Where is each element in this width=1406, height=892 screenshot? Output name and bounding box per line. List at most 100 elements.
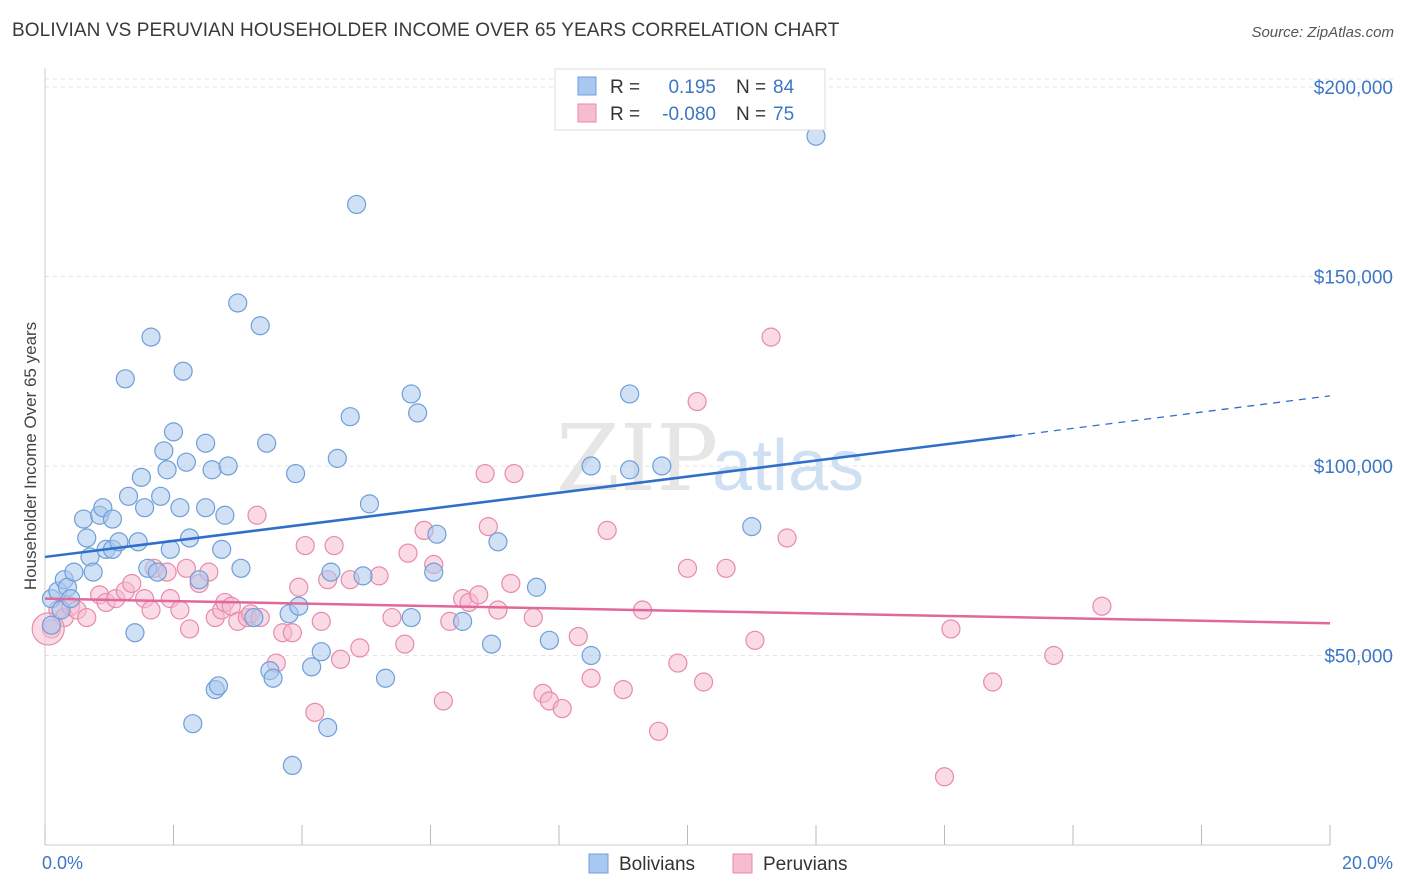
bolivians-point: [401, 607, 421, 628]
peruvians-point: [282, 623, 302, 643]
peruvians-point: [648, 721, 669, 741]
peruvians-point: [613, 679, 633, 700]
bolivians-point: [215, 505, 235, 525]
bolivians-point: [128, 532, 148, 552]
series-bolivians: [41, 126, 826, 776]
bolivians-point: [64, 562, 84, 582]
y-tick-label: $150,000: [1314, 267, 1393, 288]
bolivians-point: [359, 494, 380, 514]
bolivians-point: [375, 668, 396, 688]
legend-swatch-bolivians: [577, 76, 597, 96]
peruvians-point: [716, 558, 736, 578]
bolivians-point: [318, 717, 338, 738]
peruvians-point: [350, 638, 370, 658]
bolivians-point: [581, 456, 601, 476]
y-axis-label: Householder Income Over 65 years: [21, 322, 40, 590]
peruvians-point: [941, 619, 961, 639]
bolivians-point: [183, 714, 203, 734]
bolivians-point: [125, 623, 145, 643]
peruvians-point: [478, 517, 498, 537]
bolivians-point: [481, 634, 502, 654]
peruvians-point: [693, 672, 714, 692]
bolivians-point: [302, 657, 322, 677]
peruvians-point: [122, 573, 142, 594]
peruvians-point: [77, 607, 97, 628]
bolivians-point: [170, 498, 190, 518]
y-axis-tick-labels: $50,000 $100,000 $150,000 $200,000: [1314, 78, 1393, 668]
bolivians-point: [282, 755, 302, 776]
legend-n-value-peruvians: 75: [773, 104, 794, 125]
peruvians-point: [501, 573, 521, 594]
bottom-legend-swatch-peruvians: [732, 853, 753, 874]
bolivians-point: [347, 194, 367, 215]
chart-source: Source: ZipAtlas.com: [1251, 24, 1394, 41]
peruvians-point: [305, 702, 325, 722]
legend-frame: [554, 68, 826, 131]
bolivians-point: [189, 570, 209, 590]
peruvians-point: [934, 767, 955, 787]
bolivians-point: [289, 596, 309, 616]
legend-n-value-bolivians: 84: [773, 77, 795, 98]
bolivians-point: [427, 524, 447, 544]
bolivians-point: [263, 668, 283, 688]
peruvians-point: [761, 327, 781, 347]
bolivians-point: [147, 562, 168, 582]
bolivians-point: [652, 456, 672, 476]
peruvians-point: [170, 600, 190, 620]
bolivians-point: [173, 361, 193, 381]
bolivians-point: [353, 566, 373, 586]
bolivians-point: [742, 517, 762, 537]
x-axis-ticks: [44, 825, 1331, 845]
peruvians-point: [369, 566, 389, 586]
bolivians-point: [250, 316, 270, 336]
bolivians-point: [424, 562, 444, 582]
peruvians-point: [1044, 645, 1064, 666]
bolivians-point: [157, 460, 177, 480]
bolivians-point: [620, 460, 640, 480]
bolivians-point: [453, 611, 473, 631]
y-tick-label: $100,000: [1314, 457, 1393, 478]
peruvians-trend-line: [44, 597, 1331, 625]
peruvians-point: [687, 391, 707, 412]
legend-r-label-peruvians: R =: [610, 104, 640, 125]
bolivians-point: [102, 509, 123, 529]
bolivians-point: [244, 607, 264, 628]
peruvians-point: [523, 607, 543, 628]
bottom-legend: Bolivians Peruvians: [588, 853, 848, 875]
peruvians-point: [398, 543, 418, 563]
peruvians-point: [568, 626, 588, 647]
bolivians-point: [83, 562, 103, 582]
bolivians-point: [581, 645, 601, 666]
bolivians-point: [620, 384, 640, 404]
bolivians-point: [257, 433, 277, 453]
bolivians-point: [202, 460, 222, 480]
y-tick-label: $200,000: [1314, 78, 1393, 99]
legend-box: R = 0.195 N = 84 R = -0.080 N = 75: [554, 68, 826, 131]
peruvians-point: [677, 558, 698, 578]
peruvians-point: [469, 585, 489, 605]
bottom-legend-label-bolivians: Bolivians: [619, 854, 695, 875]
bolivians-point: [488, 532, 508, 552]
trend-lines: [44, 395, 1331, 625]
peruvians-point: [311, 611, 331, 631]
peruvians-point: [247, 505, 267, 525]
bolivians-point: [134, 498, 155, 518]
bolivians-point: [212, 539, 232, 559]
bolivians-point: [231, 558, 251, 578]
legend-r-value-peruvians: -0.080: [662, 104, 716, 125]
bolivians-point: [526, 577, 547, 597]
chart-title: BOLIVIAN VS PERUVIAN HOUSEHOLDER INCOME …: [12, 20, 840, 41]
peruvians-point: [475, 463, 495, 484]
bolivians-trend-extension: [1015, 395, 1331, 437]
peruvians-point: [295, 535, 315, 556]
bolivians-point: [327, 448, 347, 468]
peruvians-point: [289, 577, 309, 597]
peruvians-point: [668, 653, 688, 673]
watermark-zip: ZIP: [556, 405, 718, 512]
bolivians-point: [208, 676, 229, 696]
peruvians-point: [504, 463, 524, 484]
bolivians-point: [131, 467, 151, 487]
bolivians-point: [163, 422, 184, 442]
peruvians-point: [179, 619, 200, 639]
